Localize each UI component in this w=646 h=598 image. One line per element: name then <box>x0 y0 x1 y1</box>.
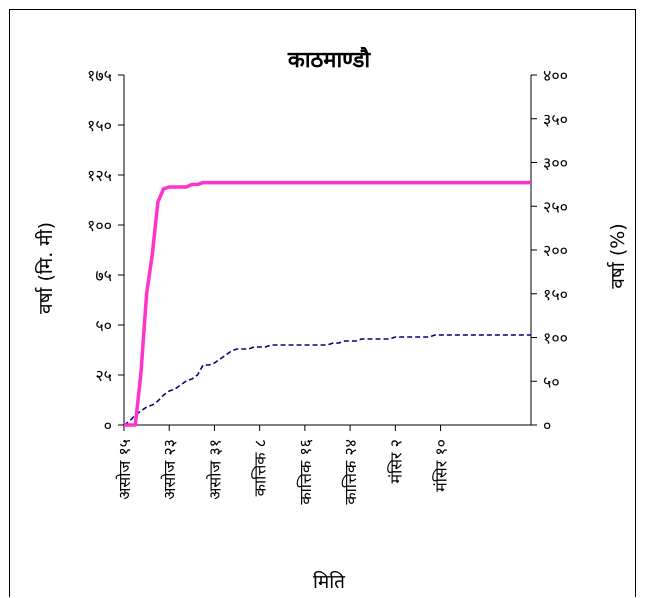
x-axis-label: मिति <box>313 570 346 593</box>
y-right-tick-label: १०० <box>543 329 568 348</box>
y-right-tick-label: १५० <box>543 285 568 304</box>
x-tick-label: कात्तिक ८ <box>251 439 270 496</box>
y-axis-right-label: वर्षा (%) <box>606 223 629 288</box>
y-left-tick-label: ७५ <box>95 266 112 285</box>
x-tick-label: असोज ३१ <box>205 439 224 500</box>
y-axis-left-label: वर्षा (मि. मी) <box>34 222 57 314</box>
y-right-tick-label: २५० <box>543 197 568 216</box>
axes-group: ० २५ ५० ७५ १०० १२५ १५० १७५ ० ५० १०० १५० २०० २५० ३०० ३५०… <box>87 66 568 505</box>
y-left-tick-label: ५० <box>95 316 112 335</box>
y-right-tick-label: २०० <box>543 241 568 260</box>
y-left-tick-label: ० <box>104 416 112 435</box>
x-tick-label: असोज २३ <box>160 439 179 500</box>
y-left-tick-label: १५० <box>87 116 112 135</box>
y-right-tick-label: ० <box>543 416 551 435</box>
rainfall-mm-series-line <box>123 334 531 426</box>
y-right-tick-label: ३०० <box>543 154 568 173</box>
y-right-tick-label: ३५० <box>543 110 568 129</box>
y-left-tick-label: १२५ <box>87 166 112 185</box>
chart-frame <box>9 9 636 597</box>
y-right-tick-label: ४०० <box>543 66 568 85</box>
y-left-tick-label: १७५ <box>87 66 112 85</box>
series-group <box>123 180 531 427</box>
y-left-tick-label: २५ <box>95 366 112 385</box>
x-tick-label: कात्तिक २४ <box>341 439 360 505</box>
rainfall-percent-series-line <box>124 180 531 427</box>
chart-title: काठमाण्डौ <box>287 46 371 73</box>
x-tick-label: कात्तिक १६ <box>296 439 315 505</box>
x-tick-label: मंसिर २ <box>386 439 405 483</box>
x-tick-label: असोज १५ <box>115 439 134 500</box>
y-right-tick-label: ५० <box>543 372 560 391</box>
y-left-tick-label: १०० <box>87 216 112 235</box>
x-tick-label: मंसिर १० <box>432 439 451 492</box>
